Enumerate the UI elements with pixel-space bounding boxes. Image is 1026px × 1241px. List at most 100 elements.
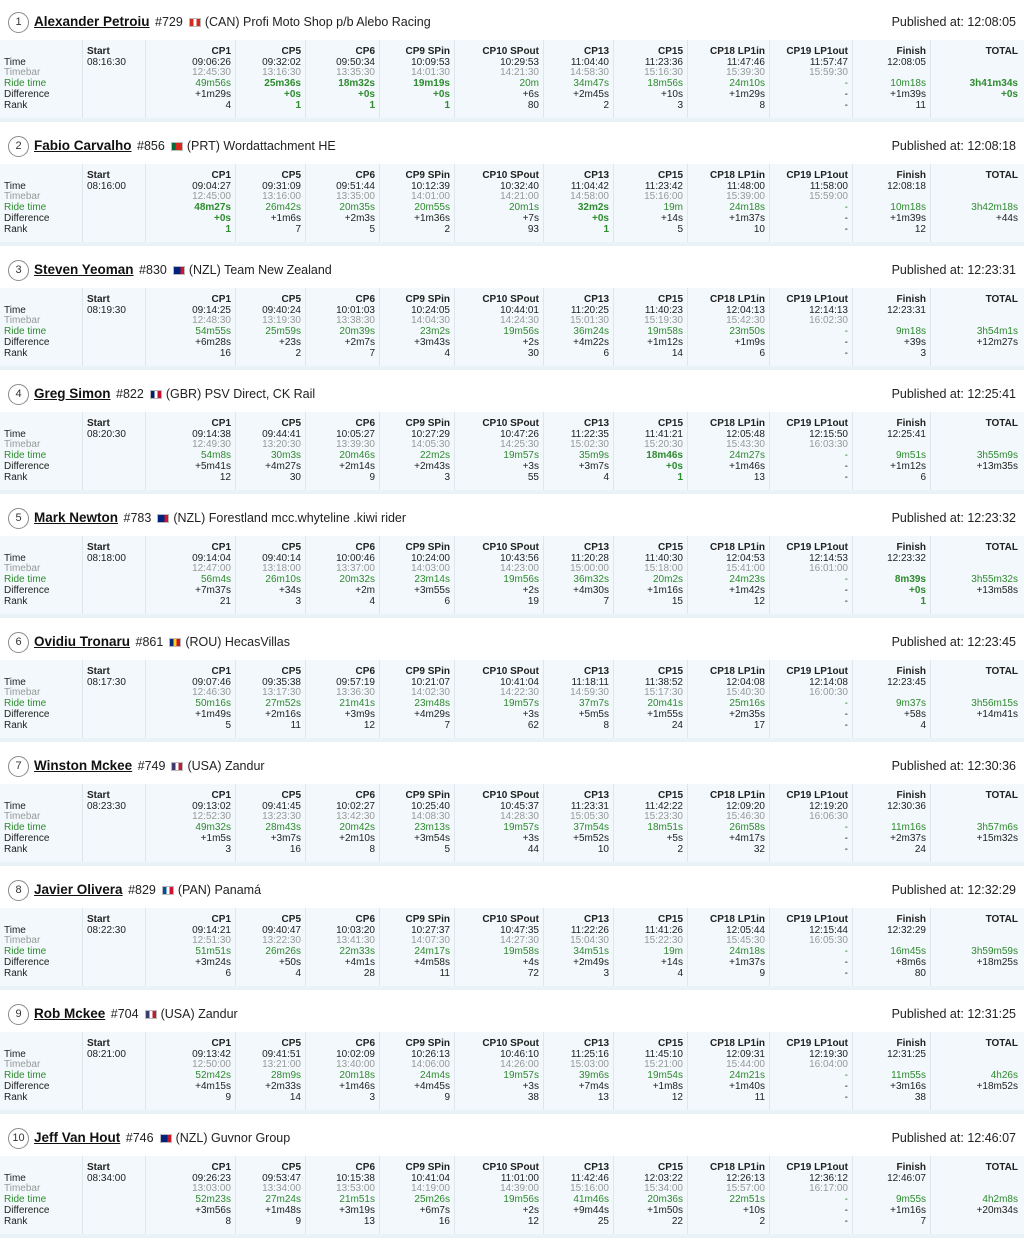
rider-name-link[interactable]: Ovidiu Tronaru bbox=[34, 634, 131, 649]
rider-name-link[interactable]: Rob Mckee bbox=[34, 1006, 106, 1021]
column-divider bbox=[930, 784, 931, 862]
bib-number: #749 bbox=[137, 759, 166, 773]
ride-time-value: 20m35s bbox=[339, 202, 375, 213]
rider-card: 9 Rob Mckee #704 (USA) Zandur Published at:… bbox=[0, 994, 1024, 1114]
time-value: 11:45:10 bbox=[644, 1049, 683, 1060]
difference-value: +3m7s bbox=[270, 833, 301, 844]
column-cp9-spin: CP9 SPin 10:24:00 14:03:00 23m14s +3m55s 6 bbox=[379, 536, 454, 614]
rider-name-link[interactable]: Alexander Petroiu bbox=[34, 14, 150, 29]
rider-name-link[interactable]: Fabio Carvalho bbox=[34, 138, 132, 153]
rider-name-link[interactable]: Winston Mckee bbox=[34, 758, 133, 773]
ride-time-value: 24m23s bbox=[729, 574, 765, 585]
difference-value: +15m32s bbox=[976, 833, 1018, 844]
column-divider bbox=[543, 536, 544, 614]
ride-time-value: 18m56s bbox=[647, 78, 683, 89]
column-cp18-lp1in: CP18 LP1in 12:05:48 15:43:30 24m27s +1m46s 13 bbox=[687, 412, 769, 490]
rank-value: 3 bbox=[920, 348, 926, 359]
column-divider bbox=[454, 164, 455, 242]
time-value: 10:24:00 bbox=[411, 553, 450, 564]
timebar-value: 13:34:00 bbox=[262, 1183, 301, 1194]
position-badge: 6 bbox=[8, 632, 29, 653]
column-header: CP15 bbox=[657, 1038, 683, 1049]
published-value: 12:23:45 bbox=[967, 635, 1016, 649]
column-cp5: CP5 09:40:47 13:22:30 26m26s +50s 4 bbox=[235, 908, 305, 986]
rank-value: 28 bbox=[363, 968, 375, 979]
column-divider bbox=[305, 660, 306, 738]
time-row-label: Time bbox=[4, 57, 26, 68]
rank-value: 12 bbox=[219, 472, 231, 483]
rank-value: 3 bbox=[444, 472, 450, 483]
column-header: CP18 LP1in bbox=[709, 294, 765, 305]
column-divider bbox=[145, 164, 146, 242]
time-value: 10:41:04 bbox=[411, 1173, 450, 1184]
rank-value: 7 bbox=[444, 720, 450, 731]
difference-value: +4m29s bbox=[414, 709, 450, 720]
rider-info: Javier Olivera #829 (PAN) Panamá bbox=[34, 882, 261, 897]
column-header: Finish bbox=[896, 170, 926, 181]
rider-name-link[interactable]: Javier Olivera bbox=[34, 882, 123, 897]
timebar-value: 15:41:00 bbox=[726, 563, 765, 574]
difference-value: +3s bbox=[522, 461, 539, 472]
position-badge: 5 bbox=[8, 508, 29, 529]
ride-time-value: 3h54m1s bbox=[976, 326, 1018, 337]
column-divider bbox=[235, 164, 236, 242]
column-cp5: CP5 09:31:09 13:16:00 26m42s +1m6s 7 bbox=[235, 164, 305, 242]
ride-time-value: 26m26s bbox=[265, 946, 301, 957]
column-header: CP9 SPin bbox=[405, 1038, 450, 1049]
time-value: 11:42:46 bbox=[570, 1173, 609, 1184]
difference-value: +39s bbox=[904, 337, 926, 348]
ride-time-value: 24m18s bbox=[729, 202, 765, 213]
column-cp10-spout: CP10 SPout 11:01:00 14:39:00 19m56s +2s 12 bbox=[454, 1156, 543, 1234]
time-value: 09:14:21 bbox=[192, 925, 231, 936]
column-header: CP15 bbox=[657, 914, 683, 925]
rider-name-link[interactable]: Greg Simon bbox=[34, 386, 111, 401]
column-divider bbox=[145, 288, 146, 366]
ride-time-row-label: Ride time bbox=[4, 822, 47, 833]
column-divider bbox=[379, 1156, 380, 1234]
rider-name-link[interactable]: Mark Newton bbox=[34, 510, 119, 525]
column-cp18-lp1in: CP18 LP1in 12:04:13 15:42:30 23m50s +1m9s 6 bbox=[687, 288, 769, 366]
column-cp5: CP5 09:40:14 13:18:00 26m10s +34s 3 bbox=[235, 536, 305, 614]
column-cp15: CP15 11:40:23 15:19:30 19m58s +1m12s 14 bbox=[613, 288, 687, 366]
column-header: TOTAL bbox=[985, 542, 1018, 553]
column-total: TOTAL 4h2m8s +20m34s bbox=[930, 1156, 1022, 1234]
ride-time-value: 52m42s bbox=[195, 1070, 231, 1081]
difference-value: +2s bbox=[522, 1205, 539, 1216]
published-time: Published at: 12:08:05 bbox=[892, 15, 1016, 29]
difference-value: +14s bbox=[661, 213, 683, 224]
column-header: Finish bbox=[896, 418, 926, 429]
rider-name-link[interactable]: Jeff Van Hout bbox=[34, 1130, 121, 1145]
ride-time-value: 49m56s bbox=[195, 78, 231, 89]
column-cp15: CP15 11:45:10 15:21:00 19m54s +1m8s 12 bbox=[613, 1032, 687, 1110]
ride-time-row-label: Ride time bbox=[4, 78, 47, 89]
rider-name-link[interactable]: Steven Yeoman bbox=[34, 262, 134, 277]
column-header: CP19 LP1out bbox=[786, 46, 848, 57]
column-header: CP9 SPin bbox=[405, 914, 450, 925]
timebar-value: 12:51:30 bbox=[192, 935, 231, 946]
timebar-value: 15:00:00 bbox=[570, 563, 609, 574]
time-value: 12:32:29 bbox=[887, 925, 926, 936]
ride-time-value: 25m59s bbox=[265, 326, 301, 337]
ride-time-value: 23m13s bbox=[414, 822, 450, 833]
column-cp15: CP15 11:40:30 15:18:00 20m2s +1m16s 15 bbox=[613, 536, 687, 614]
column-header: CP15 bbox=[657, 170, 683, 181]
column-cp6: CP6 10:01:03 13:38:30 20m39s +2m7s 7 bbox=[305, 288, 379, 366]
difference-value: - bbox=[844, 833, 848, 844]
rank-value: 9 bbox=[295, 1216, 301, 1227]
column-header: CP15 bbox=[657, 294, 683, 305]
ride-time-value: 19m57s bbox=[503, 1070, 539, 1081]
column-start: Start 08:34:00 bbox=[82, 1156, 145, 1234]
column-cp5: CP5 09:41:51 13:21:00 28m9s +2m33s 14 bbox=[235, 1032, 305, 1110]
team-name: Guvnor Group bbox=[211, 1131, 291, 1145]
time-value: 11:20:25 bbox=[570, 305, 609, 316]
difference-value: +4m22s bbox=[573, 337, 609, 348]
difference-value: +0s bbox=[214, 213, 231, 224]
timebar-row-label: Timebar bbox=[4, 315, 41, 326]
rank-value: 1 bbox=[677, 472, 683, 483]
column-divider bbox=[852, 288, 853, 366]
ride-time-value: 51m51s bbox=[195, 946, 231, 957]
timebar-value: 13:18:00 bbox=[262, 563, 301, 574]
difference-value: - bbox=[844, 1081, 848, 1092]
column-divider bbox=[145, 412, 146, 490]
ride-time-value: 26m42s bbox=[265, 202, 301, 213]
